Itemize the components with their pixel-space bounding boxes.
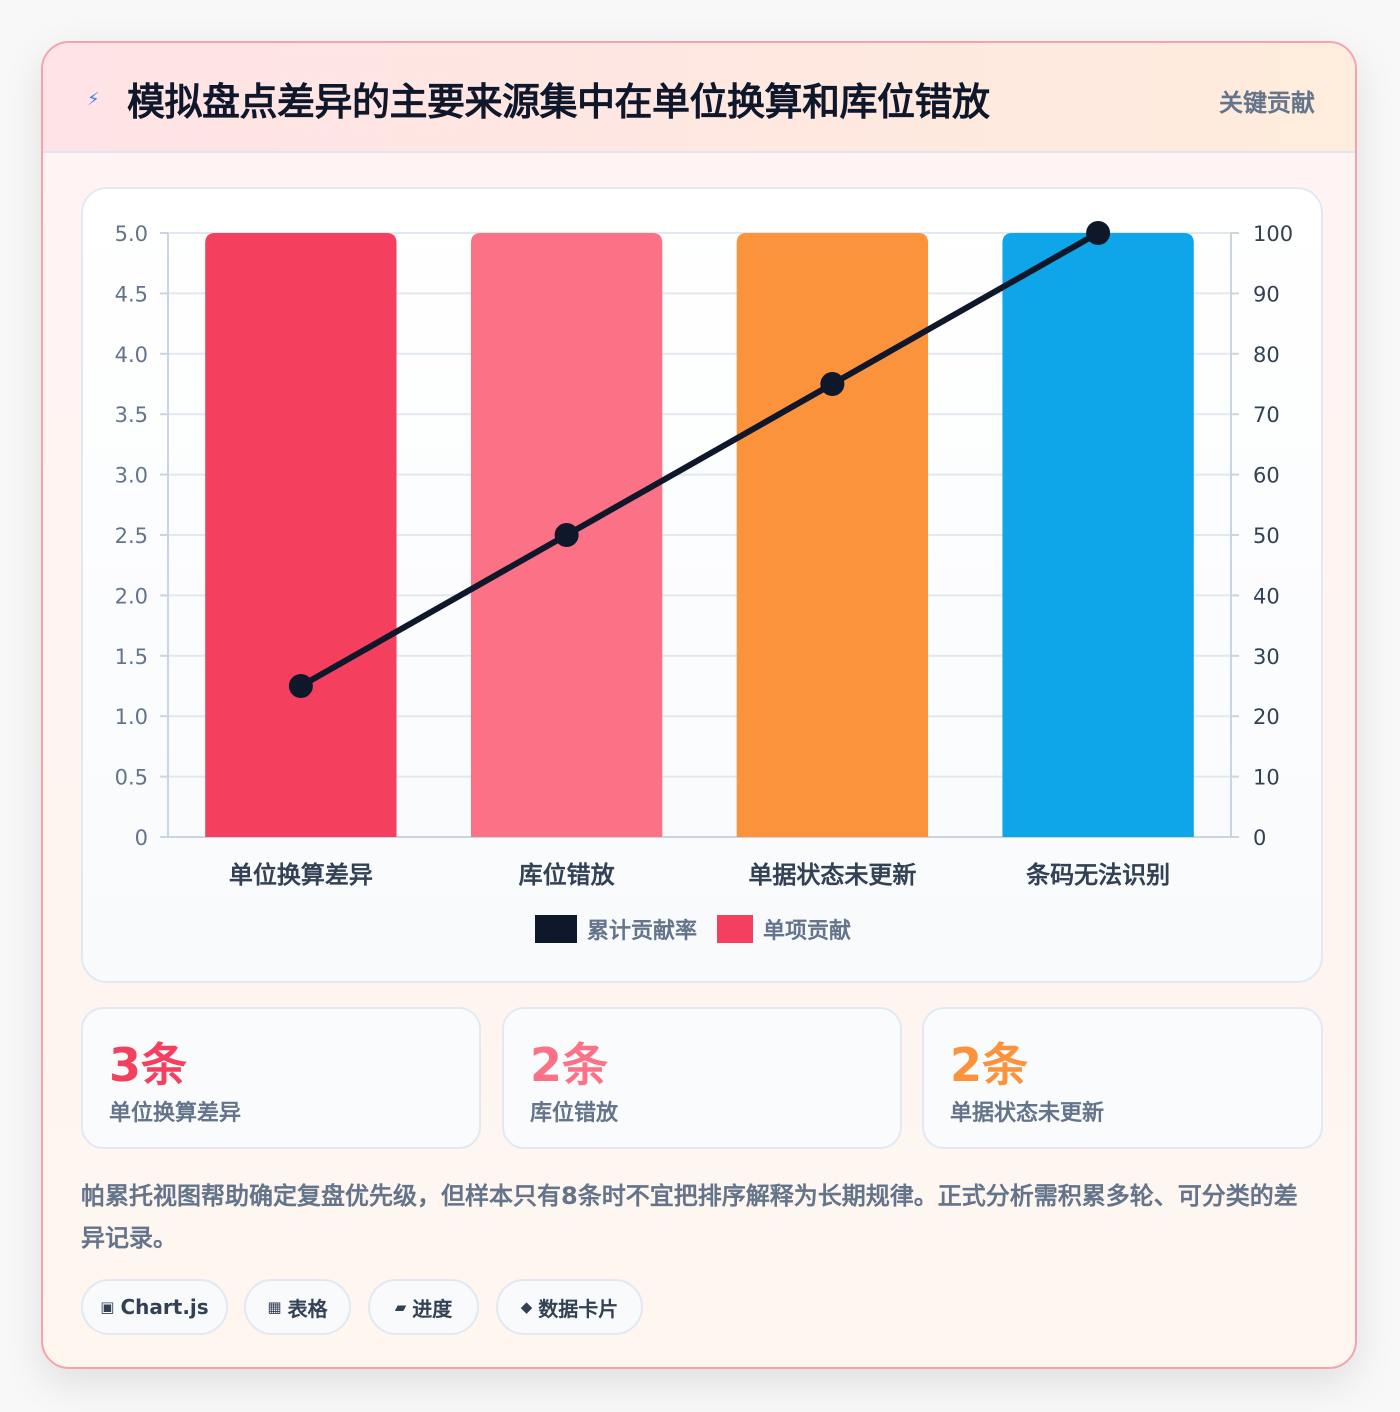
x-axis-category-label: 库位错放 — [519, 861, 616, 889]
right-axis-tick-label: 20 — [1253, 705, 1280, 729]
bar-1 — [205, 233, 397, 837]
left-axis-tick-label: 4.0 — [115, 343, 148, 367]
pill-label: 进度 — [412, 1296, 453, 1321]
pill-label: Chart.js — [120, 1295, 209, 1319]
left-axis-tick-label: 3.0 — [115, 464, 148, 488]
left-axis-tick-label: 3.5 — [115, 403, 148, 427]
diamond-icon: ◆ — [520, 1298, 533, 1316]
pill-label: 表格 — [287, 1296, 328, 1321]
table-icon: ▦ — [267, 1298, 282, 1316]
stat-value: 2条 — [950, 1038, 1029, 1092]
key-contribution-tag: 关键贡献 — [1219, 89, 1315, 117]
card-header: ⚡ 模拟盘点差异的主要来源集中在单位换算和库位错放 关键贡献 — [43, 43, 1355, 153]
cumulative-point-3 — [820, 372, 845, 396]
right-axis-tick-label: 10 — [1253, 766, 1280, 790]
x-axis-category-label: 单据状态未更新 — [748, 861, 916, 889]
stat-card-unit-conversion: 3条 单位换算差异 — [81, 1007, 481, 1149]
left-axis-tick-label: 1.0 — [115, 705, 148, 729]
chart-panel: 0 0.5 1.0 1.5 2.0 2.5 3.0 3.5 4.0 4.5 5.0 0 10 20 30 40… — [81, 187, 1323, 983]
bar-4 — [1002, 233, 1194, 837]
pill-chartjs[interactable]: ▣ Chart.js — [81, 1279, 228, 1335]
chip-icon: ▣ — [100, 1298, 115, 1316]
left-axis-tick-label: 0 — [135, 826, 148, 850]
right-axis-tick-label: 60 — [1253, 464, 1280, 488]
left-axis-tick-label: 2.0 — [115, 584, 148, 608]
left-axis-tick-label: 5.0 — [115, 222, 148, 246]
insight-card: ⚡ 模拟盘点差异的主要来源集中在单位换算和库位错放 关键贡献 0 0.5 1.0 1.… — [41, 41, 1357, 1369]
left-axis-tick-label: 0.5 — [115, 766, 148, 790]
stat-value: 3条 — [109, 1038, 188, 1092]
legend-label: 累计贡献率 — [587, 918, 697, 944]
right-axis-tick-label: 90 — [1253, 282, 1280, 306]
right-axis-tick-label: 70 — [1253, 403, 1280, 427]
x-axis-category-label: 单位换算差异 — [229, 861, 373, 889]
cumulative-point-4 — [1086, 221, 1111, 245]
cumulative-line — [299, 230, 1100, 689]
legend-swatch — [535, 915, 577, 943]
x-axis-category-label: 条码无法识别 — [1026, 861, 1170, 889]
pill-table[interactable]: ▦ 表格 — [244, 1279, 351, 1335]
stat-label: 单位换算差异 — [109, 1101, 242, 1126]
stat-label: 库位错放 — [530, 1101, 619, 1126]
progress-icon: ▰ — [394, 1298, 407, 1316]
bar-3 — [736, 233, 929, 837]
left-axis-tick-label: 2.5 — [115, 524, 148, 548]
left-axis-tick-label: 1.5 — [115, 645, 148, 669]
pill-data-card[interactable]: ◆ 数据卡片 — [496, 1279, 643, 1335]
lightning-bolt-icon: ⚡ — [87, 89, 100, 110]
stat-value: 2条 — [530, 1038, 609, 1092]
right-axis-tick-label: 100 — [1253, 222, 1293, 246]
stat-card-document-status: 2条 单据状态未更新 — [922, 1007, 1323, 1149]
right-axis-tick-label: 40 — [1253, 584, 1280, 608]
pill-progress[interactable]: ▰ 进度 — [368, 1279, 479, 1335]
left-axis-tick-label: 4.5 — [115, 282, 148, 306]
cumulative-point-2 — [554, 523, 579, 547]
card-title: 模拟盘点差异的主要来源集中在单位换算和库位错放 — [127, 80, 990, 124]
right-axis-tick-label: 30 — [1253, 645, 1280, 669]
legend-label: 单项贡献 — [763, 918, 851, 944]
pill-label: 数据卡片 — [538, 1296, 619, 1321]
stat-card-misplaced-location: 2条 库位错放 — [502, 1007, 902, 1149]
right-axis-tick-label: 80 — [1253, 343, 1280, 367]
right-axis-tick-label: 50 — [1253, 524, 1280, 548]
right-axis-tick-label: 0 — [1253, 826, 1266, 850]
analysis-note: 帕累托视图帮助确定复盘优先级，但样本只有8条时不宜把排序解释为长期规律。正式分析… — [81, 1182, 1298, 1252]
legend-swatch — [717, 915, 753, 943]
cumulative-point-1 — [288, 674, 313, 698]
stat-label: 单据状态未更新 — [950, 1101, 1105, 1126]
pareto-chart: 0 0.5 1.0 1.5 2.0 2.5 3.0 3.5 4.0 4.5 5.0 0 10 20 30 40… — [115, 221, 1293, 944]
